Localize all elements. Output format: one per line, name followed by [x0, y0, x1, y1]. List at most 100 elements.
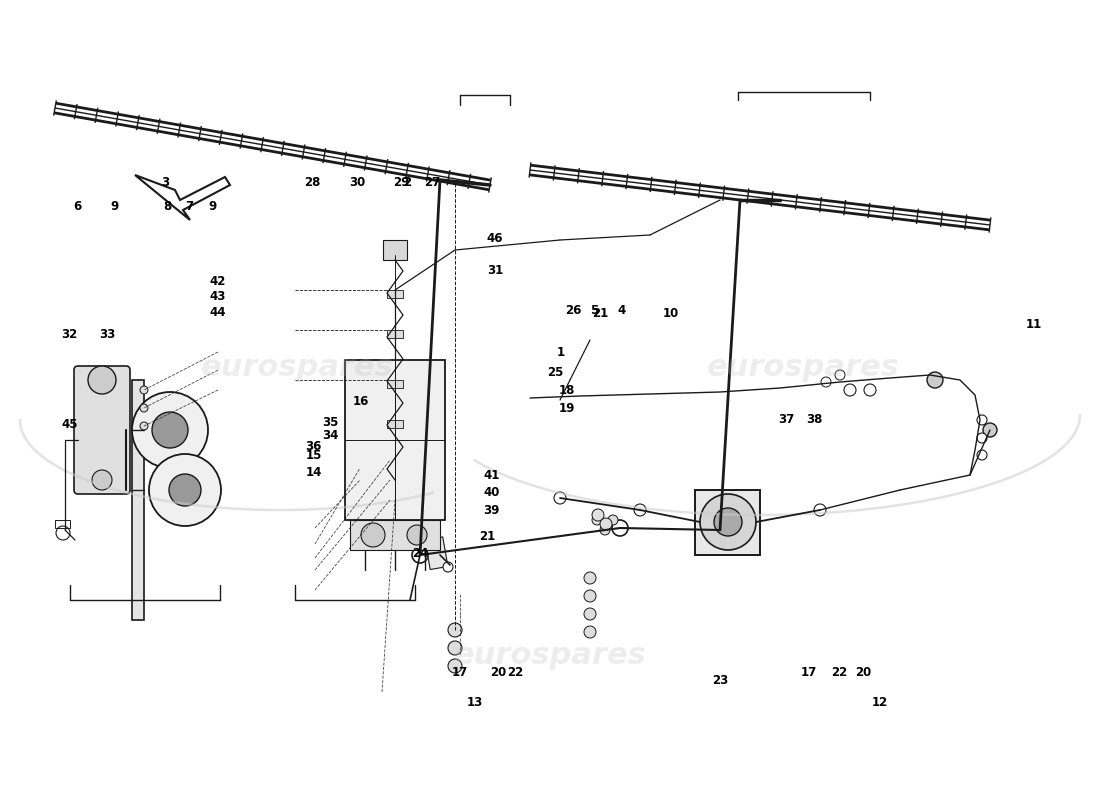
Text: 32: 32	[62, 328, 77, 341]
Text: 7: 7	[185, 200, 194, 213]
Circle shape	[864, 384, 876, 396]
Bar	[387, 290, 403, 298]
Circle shape	[448, 623, 462, 637]
Text: 15: 15	[306, 450, 321, 462]
Bar	[387, 420, 403, 428]
Text: 5: 5	[590, 304, 598, 317]
Text: 26: 26	[565, 304, 581, 317]
Circle shape	[983, 423, 997, 437]
Circle shape	[169, 474, 201, 506]
Text: 39: 39	[484, 504, 499, 517]
Text: 37: 37	[779, 413, 794, 426]
Circle shape	[92, 470, 112, 490]
Text: 38: 38	[806, 413, 822, 426]
Circle shape	[448, 659, 462, 673]
Circle shape	[700, 494, 756, 550]
Text: 10: 10	[663, 307, 679, 320]
Text: 46: 46	[486, 232, 504, 245]
Circle shape	[443, 562, 453, 572]
Bar	[387, 380, 403, 388]
Circle shape	[600, 518, 612, 530]
Circle shape	[361, 523, 385, 547]
Text: eurospares: eurospares	[453, 642, 647, 670]
Text: 34: 34	[322, 429, 338, 442]
Circle shape	[592, 515, 602, 525]
Bar	[695, 490, 760, 555]
Text: 31: 31	[487, 264, 503, 277]
Circle shape	[140, 422, 148, 430]
Text: 13: 13	[468, 696, 483, 709]
Text: 30: 30	[350, 176, 365, 189]
Circle shape	[584, 608, 596, 620]
Bar	[350, 520, 440, 550]
Circle shape	[977, 415, 987, 425]
Text: 20: 20	[491, 666, 506, 678]
Text: 20: 20	[856, 666, 871, 678]
Circle shape	[634, 504, 646, 516]
Text: 36: 36	[306, 440, 321, 453]
Text: 14: 14	[306, 466, 321, 478]
Circle shape	[612, 520, 628, 536]
Circle shape	[554, 492, 566, 504]
Text: 2: 2	[403, 176, 411, 189]
Bar	[387, 330, 403, 338]
Bar	[705, 515, 733, 537]
Text: 11: 11	[1026, 318, 1042, 330]
Circle shape	[412, 547, 428, 563]
Text: 16: 16	[353, 395, 369, 408]
Circle shape	[88, 366, 116, 394]
Circle shape	[140, 386, 148, 394]
Text: 21: 21	[593, 307, 608, 320]
Circle shape	[608, 515, 618, 525]
Circle shape	[814, 504, 826, 516]
Circle shape	[977, 450, 987, 460]
Circle shape	[132, 392, 208, 468]
Text: 17: 17	[801, 666, 816, 678]
Text: 25: 25	[548, 366, 563, 379]
Circle shape	[148, 454, 221, 526]
Bar	[345, 360, 446, 520]
Circle shape	[407, 525, 427, 545]
Text: 40: 40	[484, 486, 499, 498]
Text: 42: 42	[210, 275, 225, 288]
Polygon shape	[135, 175, 230, 220]
FancyBboxPatch shape	[74, 366, 130, 494]
Text: 35: 35	[322, 416, 338, 429]
Circle shape	[584, 590, 596, 602]
Circle shape	[714, 508, 742, 536]
Circle shape	[140, 404, 148, 412]
Bar	[425, 537, 448, 570]
Circle shape	[592, 509, 604, 521]
Circle shape	[600, 525, 610, 535]
Text: 9: 9	[110, 200, 119, 213]
Text: 41: 41	[484, 469, 499, 482]
Bar	[132, 380, 144, 620]
Circle shape	[448, 641, 462, 655]
Circle shape	[56, 526, 70, 540]
Circle shape	[844, 384, 856, 396]
Circle shape	[712, 522, 728, 538]
Circle shape	[152, 412, 188, 448]
Text: 6: 6	[73, 200, 81, 213]
Text: 8: 8	[163, 200, 172, 213]
Text: 24: 24	[412, 547, 428, 560]
Circle shape	[584, 626, 596, 638]
Circle shape	[584, 572, 596, 584]
Text: 27: 27	[425, 176, 440, 189]
Text: 22: 22	[832, 666, 847, 678]
Text: 18: 18	[559, 384, 574, 397]
Text: 44: 44	[209, 306, 227, 318]
Text: 12: 12	[872, 696, 888, 709]
Text: 43: 43	[210, 290, 225, 302]
Text: 17: 17	[452, 666, 468, 678]
Circle shape	[927, 372, 943, 388]
Text: eurospares: eurospares	[200, 354, 394, 382]
Text: 3: 3	[161, 176, 169, 189]
Text: 33: 33	[100, 328, 116, 341]
Text: 21: 21	[480, 530, 495, 542]
Text: 4: 4	[617, 304, 626, 317]
Text: 1: 1	[557, 346, 565, 358]
Text: 22: 22	[507, 666, 522, 678]
Text: 28: 28	[305, 176, 320, 189]
Text: 23: 23	[713, 674, 728, 686]
